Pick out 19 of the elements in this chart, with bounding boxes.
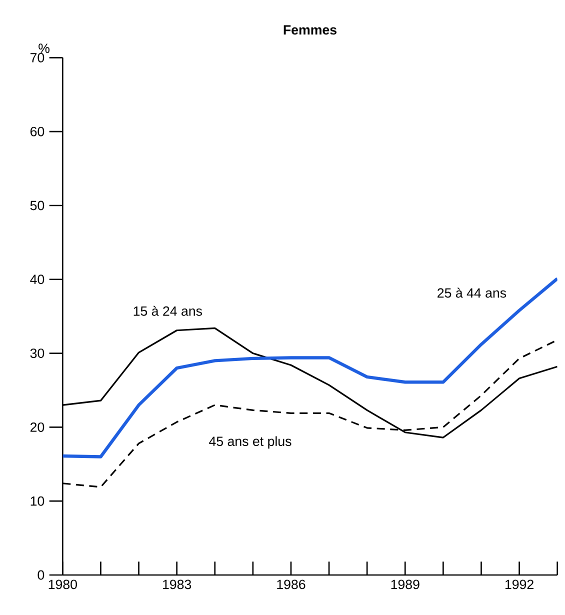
series-label: 15 à 24 ans — [134, 306, 202, 316]
x-tick-label: 1980 — [48, 580, 77, 590]
line-series — [62, 277, 558, 458]
y-tick-label: 40 — [30, 274, 44, 284]
y-axis-title: % — [38, 44, 50, 53]
y-tick-label: 0 — [38, 570, 44, 580]
x-tick-label: 1986 — [277, 580, 306, 590]
y-tick-label: 20 — [30, 422, 44, 432]
y-tick-label: 70 — [30, 52, 44, 62]
x-tick-label: 1989 — [391, 580, 420, 590]
series-label: 45 ans et plus — [209, 436, 292, 449]
x-tick-label: 1992 — [505, 580, 534, 590]
y-tick-label: 10 — [30, 496, 44, 506]
y-tick-label: 30 — [30, 348, 44, 358]
series-label: 25 à 44 ans — [438, 288, 506, 298]
y-tick-label: 60 — [30, 126, 44, 136]
chart-title: Femmes — [284, 25, 337, 35]
y-tick-label: 50 — [30, 200, 44, 210]
x-tick-label: 1983 — [163, 580, 192, 590]
